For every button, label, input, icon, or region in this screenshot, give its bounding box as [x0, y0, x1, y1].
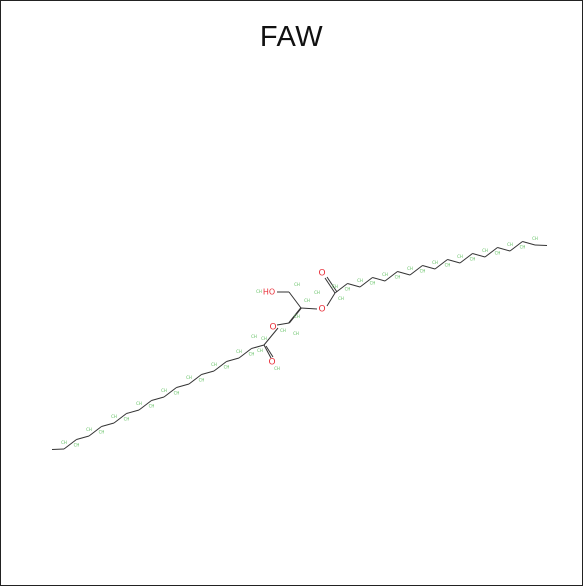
- hydrogen-label-15: CH: [520, 245, 526, 250]
- glycerol-bond: [288, 291, 302, 309]
- hydrogen-label-39: CH: [293, 331, 299, 336]
- lower-chain-bond: [138, 400, 152, 411]
- upper-chain-bond: [447, 259, 461, 264]
- lower-chain-bond: [213, 361, 227, 372]
- lower-chain-bond: [88, 426, 102, 437]
- hydrogen-label-32: CH: [74, 443, 80, 448]
- hydrogen-label-2: CH: [357, 278, 363, 283]
- lower-chain-bond: [101, 422, 115, 427]
- upper-chain-bond: [434, 259, 448, 270]
- carbonyl-oxygen-label: O: [268, 358, 275, 368]
- hydrogen-label-4: CH: [382, 272, 388, 277]
- hydrogen-label-42: CH: [251, 334, 257, 339]
- hydrogen-label-31: CH: [86, 427, 92, 432]
- upper-chain-bond: [472, 253, 486, 258]
- hydrogen-label-18: CH: [249, 352, 255, 357]
- lower-chain-bond: [151, 396, 165, 401]
- hydrogen-label-14: CH: [507, 242, 513, 247]
- upper-chain-bond: [522, 241, 536, 246]
- lower-chain-bond: [76, 435, 90, 440]
- ester-bond: [263, 327, 279, 346]
- bond-layer: [51, 241, 548, 450]
- hydrogen-label-13: CH: [495, 251, 501, 256]
- lower-chain-bond: [113, 413, 127, 424]
- hydrogen-label-7: CH: [420, 269, 426, 274]
- hydrogen-label-22: CH: [199, 378, 205, 383]
- atom-label-layer: CH CH CH CH CH CH CH CH CH CH CH CH CH CH CH CH CH CH CH CH…: [61, 236, 538, 448]
- hydrogen-label-35: CH: [294, 282, 300, 287]
- hydrogen-label-6: CH: [407, 266, 413, 271]
- upper-chain-bond: [422, 265, 436, 270]
- hydrogen-label-44: CH: [274, 366, 280, 371]
- ester-oxygen-label: O: [269, 323, 276, 333]
- lower-chain-bond: [188, 374, 202, 385]
- lower-chain-bond: [163, 387, 177, 398]
- hydrogen-label-23: CH: [186, 375, 192, 380]
- hydrogen-label-11: CH: [470, 257, 476, 262]
- hydroxyl-label: HO: [263, 288, 275, 297]
- lower-chain-bond: [251, 344, 265, 349]
- upper-chain-bond: [347, 283, 361, 288]
- upper-chain-bond: [509, 241, 523, 252]
- ester-bond: [300, 307, 318, 310]
- carbonyl-oxygen-label: O: [318, 269, 325, 279]
- glycerol-bond: [288, 307, 302, 324]
- hydrogen-label-28: CH: [124, 417, 130, 422]
- hydrogen-label-19: CH: [236, 349, 242, 354]
- hydrogen-label-0: CH: [332, 284, 338, 289]
- hydrogen-label-40: CH: [314, 290, 320, 295]
- hydrogen-label-37: CH: [294, 314, 300, 319]
- upper-chain-bond: [459, 253, 473, 264]
- figure-title: FAW: [259, 21, 324, 53]
- hydrogen-label-34: CH: [256, 289, 262, 294]
- lower-chain-bond: [226, 357, 240, 362]
- lower-chain-bond: [176, 383, 190, 388]
- hydrogen-label-8: CH: [432, 260, 438, 265]
- ester-oxygen-label: O: [318, 305, 325, 315]
- lower-chain-bond: [238, 348, 252, 359]
- hydrogen-label-20: CH: [224, 365, 230, 370]
- hydrogen-label-30: CH: [99, 430, 105, 435]
- hydrogen-label-43: CH: [257, 348, 263, 353]
- lower-chain-bond: [201, 370, 215, 375]
- upper-chain-bond: [359, 277, 373, 288]
- hydrogen-label-38: CH: [280, 328, 286, 333]
- upper-chain-bond: [372, 277, 386, 282]
- lower-chain-terminal-bond: [51, 448, 65, 450]
- lower-chain-bond: [63, 439, 77, 450]
- hydrogen-label-25: CH: [161, 388, 167, 393]
- hydrogen-label-17: CH: [261, 336, 267, 341]
- hydrogen-label-10: CH: [457, 254, 463, 259]
- hydrogen-label-1: CH: [345, 287, 351, 292]
- lower-chain-bond: [126, 409, 140, 414]
- hydrogen-label-5: CH: [395, 275, 401, 280]
- hydrogen-label-36: CH: [304, 298, 310, 303]
- hydrogen-label-16: CH: [532, 236, 538, 241]
- hydrogen-label-27: CH: [136, 401, 142, 406]
- hydrogen-label-9: CH: [445, 263, 451, 268]
- upper-chain-bond: [409, 265, 423, 276]
- carbonyl-double-bond: [265, 345, 274, 358]
- upper-chain-bond: [384, 271, 398, 282]
- hydrogen-label-29: CH: [111, 414, 117, 419]
- hydrogen-label-41: CH: [338, 296, 344, 301]
- upper-chain-bond: [397, 271, 411, 276]
- ester-bond: [326, 292, 336, 307]
- upper-chain-bond: [497, 247, 511, 252]
- hydrogen-label-21: CH: [211, 362, 217, 367]
- hydrogen-label-26: CH: [149, 404, 155, 409]
- upper-chain-terminal-bond: [534, 244, 548, 246]
- carbonyl-double-bond: [326, 276, 338, 293]
- upper-chain-bond: [484, 247, 498, 258]
- hydrogen-label-3: CH: [370, 281, 376, 286]
- carbonyl-double-bond: [263, 344, 272, 359]
- ester-bond: [276, 322, 290, 326]
- carbonyl-double-bond: [324, 277, 336, 294]
- hydrogen-label-24: CH: [174, 391, 180, 396]
- hydrogen-label-33: CH: [61, 440, 67, 445]
- hydrogen-label-12: CH: [482, 248, 488, 253]
